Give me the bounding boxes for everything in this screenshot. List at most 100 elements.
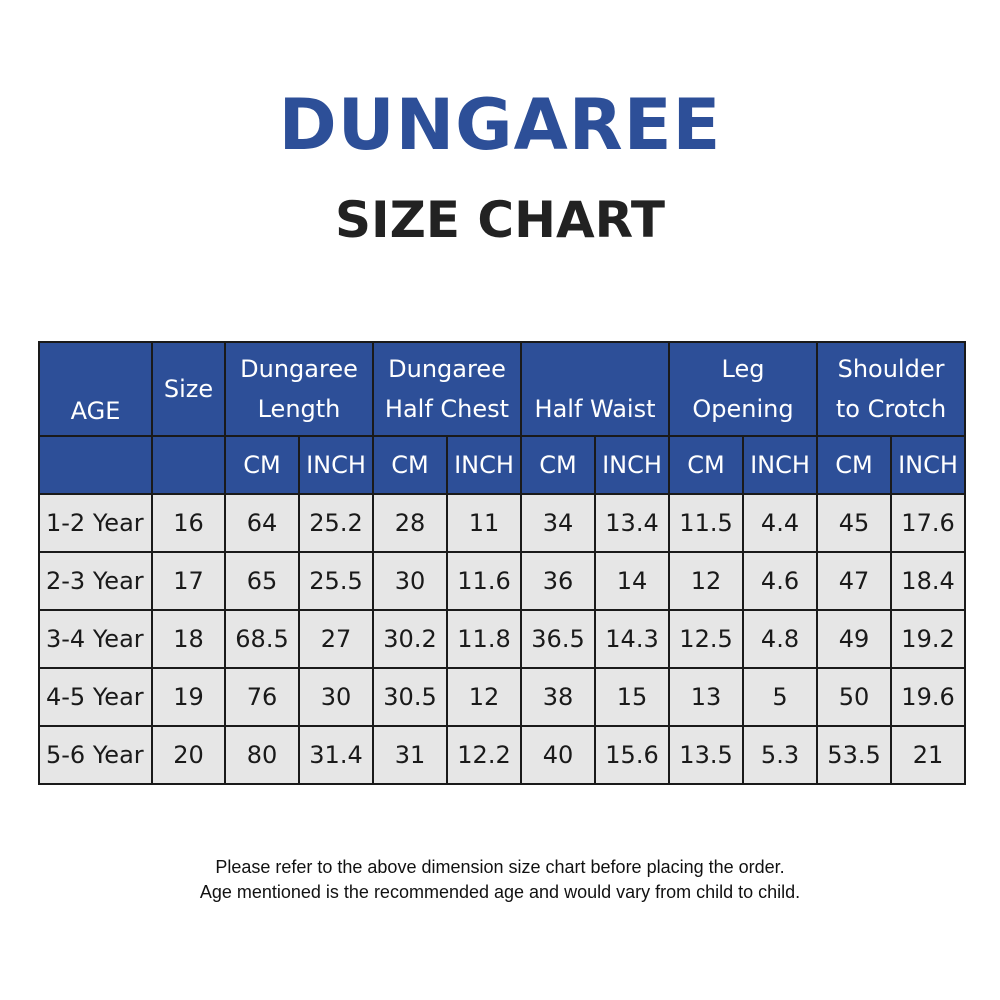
unit-inch: INCH	[298, 435, 374, 495]
header-group: Dungaree Length	[224, 341, 374, 437]
measurement-cell: 64	[224, 493, 300, 553]
header-group-line2: to Crotch	[835, 395, 947, 423]
header-group-line2: Length	[257, 395, 341, 423]
table-row: 4-5 Year 19 76 30 30.5 12 38 15 13 5 50 19.6	[38, 667, 967, 727]
measurement-cell: 15	[593, 667, 671, 727]
size-cell: 20	[151, 725, 226, 785]
size-cell: 16	[151, 493, 226, 553]
measurement-cell: 11.6	[446, 551, 522, 611]
unit-cm: CM	[520, 435, 596, 495]
measurement-cell: 30	[298, 667, 374, 727]
measurement-cell: 25.2	[298, 493, 374, 553]
header-group: Shoulder to Crotch	[816, 341, 967, 437]
measurement-cell: 19.2	[890, 609, 967, 669]
header-group-line1: Dungaree	[240, 355, 358, 383]
size-cell: 17	[151, 551, 226, 611]
measurement-cell: 25.5	[298, 551, 374, 611]
header-row-groups: AGE Size Dungaree Length Dungaree Half C…	[38, 341, 967, 437]
age-cell: 2-3 Year	[38, 551, 153, 611]
measurement-cell: 15.6	[593, 725, 671, 785]
unit-cm: CM	[224, 435, 300, 495]
measurement-cell: 13.4	[593, 493, 671, 553]
header-size-blank	[151, 435, 226, 495]
unit-cm: CM	[372, 435, 448, 495]
measurement-cell: 5	[742, 667, 819, 727]
measurement-cell: 30.2	[372, 609, 448, 669]
measurement-cell: 38	[520, 667, 596, 727]
measurement-cell: 31.4	[298, 725, 374, 785]
measurement-cell: 12.5	[668, 609, 745, 669]
age-cell: 3-4 Year	[38, 609, 153, 669]
header-group-line1: Dungaree	[388, 355, 506, 383]
table-row: 2-3 Year 17 65 25.5 30 11.6 36 14 12 4.6 47 18.4	[38, 551, 967, 611]
measurement-cell: 49	[816, 609, 893, 669]
header-group-line2: Opening	[692, 395, 794, 423]
table-row: 3-4 Year 18 68.5 27 30.2 11.8 36.5 14.3 12.5 4.8 4…	[38, 609, 967, 669]
measurement-cell: 30.5	[372, 667, 448, 727]
unit-inch: INCH	[742, 435, 819, 495]
measurement-cell: 53.5	[816, 725, 893, 785]
chart-subtitle: SIZE CHART	[334, 191, 666, 249]
header-group-line1: Leg	[721, 355, 765, 383]
measurement-cell: 13	[668, 667, 745, 727]
measurement-cell: 19.6	[890, 667, 967, 727]
measurement-cell: 21	[890, 725, 967, 785]
measurement-cell: 34	[520, 493, 596, 553]
measurement-cell: 17.6	[890, 493, 967, 553]
age-cell: 1-2 Year	[38, 493, 153, 553]
table-row: 1-2 Year 16 64 25.2 28 11 34 13.4 11.5 4.4 45 17.6	[38, 493, 967, 553]
measurement-cell: 14	[593, 551, 671, 611]
footer-note-line2: Age mentioned is the recommended age and…	[199, 882, 801, 902]
measurement-cell: 65	[224, 551, 300, 611]
measurement-cell: 12.2	[446, 725, 522, 785]
unit-inch: INCH	[890, 435, 967, 495]
measurement-cell: 47	[816, 551, 893, 611]
measurement-cell: 11	[446, 493, 522, 553]
age-cell: 5-6 Year	[38, 725, 153, 785]
measurement-cell: 18.4	[890, 551, 967, 611]
measurement-cell: 80	[224, 725, 300, 785]
measurement-cell: 11.8	[446, 609, 522, 669]
header-row-units: CM INCH CM INCH CM INCH CM INCH CM INCH	[38, 435, 967, 495]
measurement-cell: 36.5	[520, 609, 596, 669]
measurement-cell: 27	[298, 609, 374, 669]
measurement-cell: 14.3	[593, 609, 671, 669]
header-group-line1: Shoulder	[837, 355, 945, 383]
measurement-cell: 13.5	[668, 725, 745, 785]
unit-cm: CM	[816, 435, 893, 495]
age-cell: 4-5 Year	[38, 667, 153, 727]
table-body: 1-2 Year 16 64 25.2 28 11 34 13.4 11.5 4.4 45 17.6 2…	[38, 493, 967, 785]
header-group: Dungaree Half Chest	[372, 341, 522, 437]
measurement-cell: 50	[816, 667, 893, 727]
measurement-cell: 30	[372, 551, 448, 611]
measurement-cell: 11.5	[668, 493, 745, 553]
table-row: 5-6 Year 20 80 31.4 31 12.2 40 15.6 13.5 5.3 53.5 2…	[38, 725, 967, 785]
chart-title: DUNGAREE	[278, 84, 722, 166]
header-group-line2: Half Waist	[534, 395, 656, 423]
measurement-cell: 4.4	[742, 493, 819, 553]
header-group-line1	[523, 349, 667, 389]
measurement-cell: 4.6	[742, 551, 819, 611]
size-cell: 18	[151, 609, 226, 669]
footer-note: Please refer to the above dimension size…	[0, 855, 1000, 905]
measurement-cell: 4.8	[742, 609, 819, 669]
size-chart-table: AGE Size Dungaree Length Dungaree Half C…	[38, 341, 967, 785]
measurement-cell: 45	[816, 493, 893, 553]
header-age-blank	[38, 435, 153, 495]
measurement-cell: 5.3	[742, 725, 819, 785]
measurement-cell: 28	[372, 493, 448, 553]
measurement-cell: 76	[224, 667, 300, 727]
unit-inch: INCH	[446, 435, 522, 495]
measurement-cell: 12	[446, 667, 522, 727]
measurement-cell: 40	[520, 725, 596, 785]
header-age: AGE	[38, 341, 153, 437]
header-size: Size	[151, 341, 226, 437]
measurement-cell: 12	[668, 551, 745, 611]
size-cell: 19	[151, 667, 226, 727]
measurement-cell: 68.5	[224, 609, 300, 669]
header-group: Half Waist	[519, 341, 671, 437]
header-group-line2: Half Chest	[384, 395, 510, 423]
unit-cm: CM	[668, 435, 745, 495]
header-group: Leg Opening	[668, 341, 819, 437]
measurement-cell: 31	[372, 725, 448, 785]
